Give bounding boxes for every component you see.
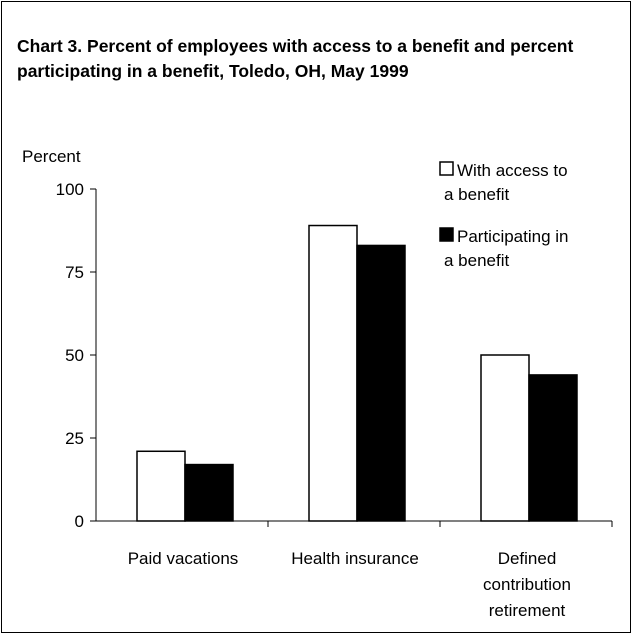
legend-swatch-access: [439, 161, 454, 176]
legend-label: Participating in: [457, 227, 569, 246]
bar-access: [480, 354, 530, 522]
bar-access: [308, 224, 358, 522]
y-tick-label: 25: [65, 429, 84, 448]
y-axis-label: Percent: [22, 147, 81, 166]
x-tick-label: Defined: [498, 549, 557, 568]
chart-title: Chart 3. Percent of employees with acces…: [17, 36, 574, 81]
legend-label: a benefit: [444, 251, 509, 270]
y-tick-label: 50: [65, 346, 84, 365]
y-tick-label: 100: [56, 180, 84, 199]
x-tick-label: Health insurance: [291, 549, 419, 568]
bar-participating: [184, 463, 234, 522]
bar-participating: [528, 374, 578, 522]
legend-label: a benefit: [444, 185, 509, 204]
x-tick-label: contribution: [483, 575, 571, 594]
legend-swatch-participating: [439, 227, 454, 242]
y-tick-label: 0: [75, 512, 84, 531]
legend-label: With access to: [457, 161, 568, 180]
x-tick-label: retirement: [489, 601, 566, 620]
bar-access: [136, 450, 186, 522]
x-tick-label: Paid vacations: [128, 549, 239, 568]
bar-participating: [356, 244, 406, 522]
y-tick-label: 75: [65, 263, 84, 282]
